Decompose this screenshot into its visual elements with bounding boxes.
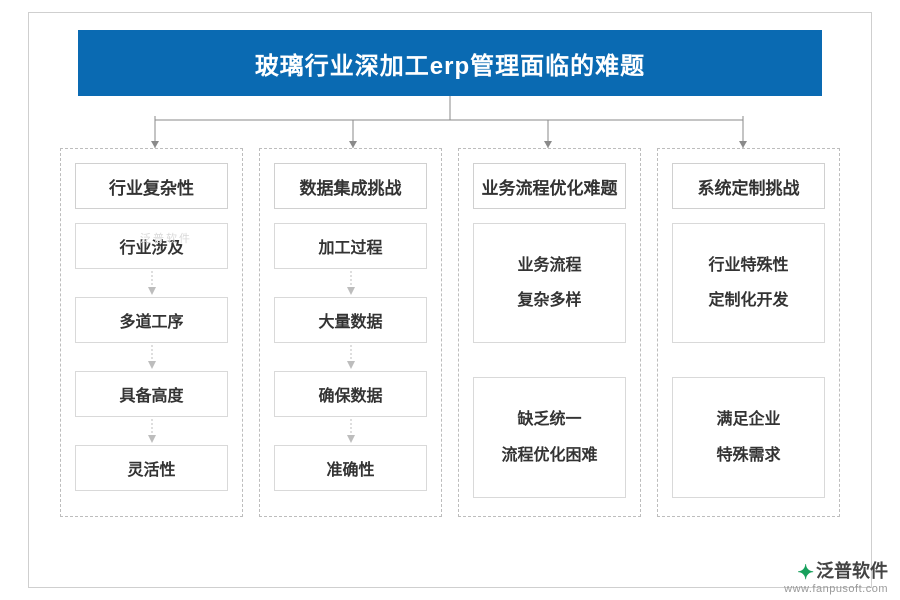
col2-header-text: 数据集成挑战 <box>300 174 402 199</box>
block-line: 特殊需求 <box>716 438 780 473</box>
item-text: 多道工序 <box>119 308 183 332</box>
col-header: 数据集成挑战 <box>274 163 427 209</box>
item-text: 确保数据 <box>318 382 382 406</box>
block-line: 缺乏统一 <box>517 402 581 437</box>
brand-logo: ✦泛普软件 www.fanpusoft.com <box>784 559 888 596</box>
item-text: 准确性 <box>326 456 374 480</box>
title-text: 玻璃行业深加工erp管理面临的难题 <box>255 46 645 81</box>
column-process-optimization: 业务流程优化难题 业务流程 复杂多样 缺乏统一 流程优化困难 <box>458 148 641 517</box>
col4-header-text: 系统定制挑战 <box>698 174 800 199</box>
item-box: 准确性 <box>274 445 427 491</box>
block-line: 行业特殊性 <box>708 248 788 283</box>
brand-name: ✦泛普软件 <box>784 559 888 583</box>
item-text: 加工过程 <box>318 234 382 258</box>
item-box: 确保数据 <box>274 371 427 417</box>
arrow-down-icon <box>146 417 158 445</box>
big-box: 缺乏统一 流程优化困难 <box>473 377 626 497</box>
arrow-down-icon <box>345 417 357 445</box>
col-header: 行业复杂性 <box>75 163 228 209</box>
big-box: 满足企业 特殊需求 <box>672 377 825 497</box>
item-text: 具备高度 <box>119 382 183 406</box>
item-box: 灵活性 <box>75 445 228 491</box>
col-header: 业务流程优化难题 <box>473 163 626 209</box>
big-box: 业务流程 复杂多样 <box>473 223 626 343</box>
column-data-integration: 数据集成挑战 加工过程 大量数据 确保数据 准确性 <box>259 148 442 517</box>
brand-name-text: 泛普软件 <box>816 561 888 581</box>
col1-header-text: 行业复杂性 <box>109 174 194 199</box>
columns-container: 行业复杂性 行业涉及 多道工序 具备高度 灵活性 数据集成挑战 加工过程 大量数… <box>60 148 840 517</box>
diagram-title: 玻璃行业深加工erp管理面临的难题 <box>78 30 822 96</box>
column-industry-complexity: 行业复杂性 行业涉及 多道工序 具备高度 灵活性 <box>60 148 243 517</box>
item-box: 大量数据 <box>274 297 427 343</box>
column-system-customization: 系统定制挑战 行业特殊性 定制化开发 满足企业 特殊需求 <box>657 148 840 517</box>
watermark-text: 泛普软件 <box>140 230 192 246</box>
col3-header-text: 业务流程优化难题 <box>482 174 618 199</box>
col-header: 系统定制挑战 <box>672 163 825 209</box>
big-box: 行业特殊性 定制化开发 <box>672 223 825 343</box>
item-box: 加工过程 <box>274 223 427 269</box>
arrow-down-icon <box>345 269 357 297</box>
arrow-down-icon <box>146 343 158 371</box>
arrow-down-icon <box>146 269 158 297</box>
block-line: 流程优化困难 <box>501 438 597 473</box>
block-line: 满足企业 <box>716 402 780 437</box>
block-line: 业务流程 <box>517 248 581 283</box>
item-text: 大量数据 <box>318 308 382 332</box>
item-text: 灵活性 <box>127 456 175 480</box>
item-box: 多道工序 <box>75 297 228 343</box>
arrow-down-icon <box>345 343 357 371</box>
block-line: 定制化开发 <box>708 283 788 318</box>
item-box: 具备高度 <box>75 371 228 417</box>
block-line: 复杂多样 <box>517 283 581 318</box>
leaf-icon: ✦ <box>797 561 814 585</box>
